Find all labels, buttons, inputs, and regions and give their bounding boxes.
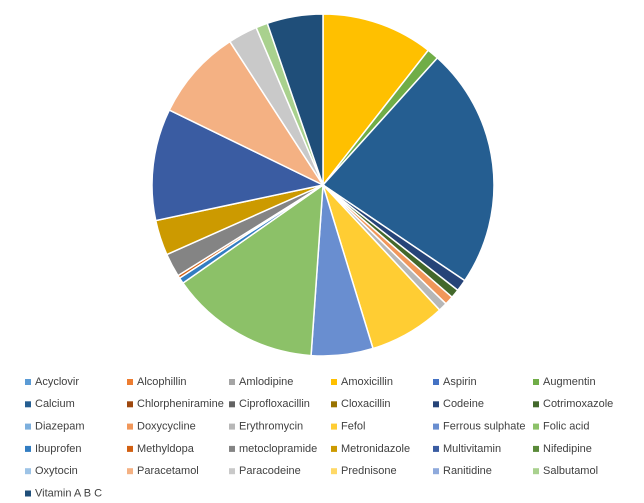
- legend-label: Ibuprofen: [35, 443, 81, 455]
- legend-label: Amoxicillin: [341, 376, 393, 388]
- legend-label: Paracodeine: [239, 465, 301, 477]
- legend-swatch: [433, 468, 439, 475]
- legend-swatch: [533, 468, 539, 475]
- legend-label: Folic acid: [543, 421, 589, 433]
- legend-label: Ranitidine: [443, 465, 492, 477]
- legend-swatch: [331, 468, 337, 475]
- pie-slice: [322, 13, 430, 188]
- legend-swatch: [127, 445, 133, 452]
- legend-swatch: [433, 379, 439, 385]
- legend-label: Vitamin A B C: [35, 487, 102, 499]
- legend-label: Amlodipine: [239, 376, 293, 388]
- legend-label: Oxytocin: [35, 465, 78, 477]
- pie-slice: [321, 56, 495, 282]
- legend-swatch: [533, 445, 539, 452]
- legend-label: Acyclovir: [35, 376, 79, 388]
- legend-swatch: [433, 445, 439, 452]
- legend-swatch: [331, 379, 337, 385]
- legend-label: Ferrous sulphate: [443, 421, 526, 433]
- legend-label: Nifedipine: [543, 443, 592, 455]
- legend-label: Alcophillin: [137, 376, 187, 388]
- legend-swatch: [25, 379, 31, 385]
- legend-swatch: [127, 379, 133, 385]
- legend-label: Prednisone: [341, 465, 397, 477]
- legend-label: Erythromycin: [239, 421, 303, 433]
- legend-label: Methyldopa: [137, 443, 195, 455]
- legend-label: Codeine: [443, 398, 484, 410]
- legend-swatch: [229, 423, 235, 430]
- legend-label: Cotrimoxazole: [543, 398, 613, 410]
- pie-slice: [151, 109, 326, 222]
- legend-label: Calcium: [35, 398, 75, 410]
- legend-swatch: [533, 379, 539, 385]
- legend-swatch: [127, 468, 133, 475]
- legend-label: Ciprofloxacillin: [239, 398, 310, 410]
- legend-swatch: [331, 445, 337, 452]
- pie-slice: [181, 183, 324, 357]
- legend-label: Multivitamin: [443, 443, 501, 455]
- legend-swatch: [25, 468, 31, 475]
- legend-swatch: [25, 423, 31, 430]
- legend-swatch: [229, 379, 235, 385]
- legend-swatch: [533, 401, 539, 408]
- legend-label: Diazepam: [35, 421, 85, 433]
- legend-label: Aspirin: [443, 376, 477, 388]
- legend-label: Chlorpheniramine: [137, 398, 224, 410]
- legend-swatch: [433, 423, 439, 430]
- legend-swatch: [229, 401, 235, 408]
- legend-label: Salbutamol: [543, 465, 598, 477]
- legend-label: Cloxacillin: [341, 398, 391, 410]
- legend-swatch: [433, 401, 439, 408]
- legend-swatch: [229, 445, 235, 452]
- legend-label: Doxycycline: [137, 421, 196, 433]
- legend-label: Paracetamol: [137, 465, 199, 477]
- legend-swatch: [229, 468, 235, 475]
- legend-swatch: [25, 490, 31, 497]
- pie-slice: [168, 40, 326, 187]
- legend-label: Augmentin: [543, 376, 596, 388]
- legend-swatch: [533, 423, 539, 430]
- legend-swatch: [127, 423, 133, 430]
- legend-swatch: [127, 401, 133, 408]
- legend-swatch: [331, 401, 337, 408]
- legend-swatch: [25, 445, 31, 452]
- legend-swatch: [25, 401, 31, 408]
- legend-label: Metronidazole: [341, 443, 410, 455]
- pie-slice: [266, 13, 324, 186]
- legend-label: metoclopramide: [239, 443, 317, 455]
- legend-label: Fefol: [341, 421, 365, 433]
- legend-swatch: [331, 423, 337, 430]
